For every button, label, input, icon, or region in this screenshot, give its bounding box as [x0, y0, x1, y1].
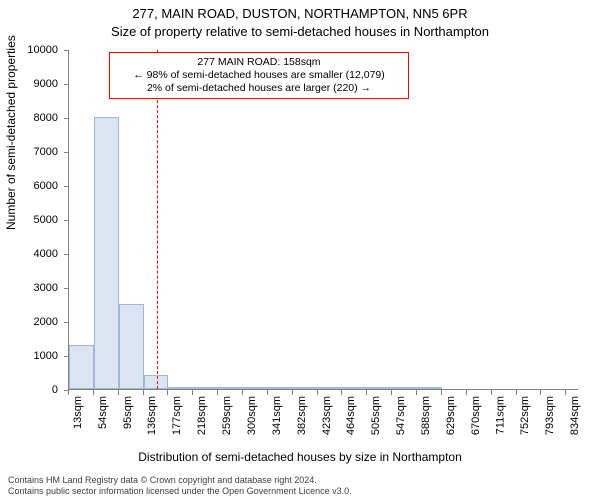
reference-callout: 277 MAIN ROAD: 158sqm← 98% of semi-detac…	[109, 52, 409, 99]
x-tick-mark	[540, 390, 541, 395]
y-tick-mark	[64, 152, 69, 153]
y-tick-mark	[64, 118, 69, 119]
x-tick-label: 300sqm	[246, 396, 258, 435]
x-tick-label: 95sqm	[122, 396, 134, 429]
histogram-bar	[168, 387, 193, 389]
y-tick-mark	[64, 254, 69, 255]
y-tick-mark	[64, 220, 69, 221]
histogram-bar	[243, 387, 268, 389]
footer-attribution: Contains HM Land Registry data © Crown c…	[8, 475, 592, 497]
histogram-bar	[367, 387, 392, 389]
x-tick-label: 259sqm	[221, 396, 233, 435]
x-tick-label: 711sqm	[495, 396, 507, 434]
x-tick-label: 382sqm	[296, 396, 308, 435]
x-tick-mark	[416, 390, 417, 395]
histogram-bar	[392, 387, 417, 389]
reference-line	[157, 50, 158, 389]
y-tick-label: 2000	[18, 317, 58, 328]
x-tick-label: 136sqm	[147, 396, 159, 435]
y-tick-mark	[64, 186, 69, 187]
y-tick-label: 1000	[18, 351, 58, 362]
y-axis-ticks: 0100020003000400050006000700080009000100…	[22, 50, 62, 390]
x-tick-mark	[516, 390, 517, 395]
x-tick-mark	[68, 390, 69, 395]
footer-line-2: Contains public sector information licen…	[8, 486, 592, 497]
x-tick-label: 54sqm	[97, 396, 109, 429]
x-tick-mark	[466, 390, 467, 395]
x-tick-label: 218sqm	[196, 396, 208, 435]
x-tick-mark	[242, 390, 243, 395]
y-tick-label: 5000	[18, 215, 58, 226]
x-tick-label: 547sqm	[395, 396, 407, 435]
x-tick-label: 464sqm	[346, 396, 358, 435]
footer-line-1: Contains HM Land Registry data © Crown c…	[8, 475, 592, 486]
chart-container: 277, MAIN ROAD, DUSTON, NORTHAMPTON, NN5…	[0, 0, 600, 500]
x-tick-label: 752sqm	[520, 396, 532, 435]
x-tick-label: 13sqm	[72, 396, 84, 429]
x-tick-label: 423sqm	[321, 396, 333, 435]
y-tick-mark	[64, 288, 69, 289]
x-tick-mark	[366, 390, 367, 395]
histogram-bar	[342, 387, 367, 389]
callout-line-2: ← 98% of semi-detached houses are smalle…	[116, 69, 402, 82]
x-tick-label: 588sqm	[420, 396, 432, 435]
y-tick-label: 10000	[18, 45, 58, 56]
histogram-bar	[69, 345, 94, 389]
histogram-bar	[293, 387, 318, 389]
x-tick-mark	[317, 390, 318, 395]
histogram-bar	[94, 117, 119, 389]
page-subtitle: Size of property relative to semi-detach…	[0, 24, 600, 39]
plot-area: 277 MAIN ROAD: 158sqm← 98% of semi-detac…	[68, 50, 578, 390]
histogram-bar	[119, 304, 144, 389]
y-tick-label: 7000	[18, 147, 58, 158]
y-tick-label: 9000	[18, 79, 58, 90]
x-tick-mark	[267, 390, 268, 395]
y-tick-mark	[64, 50, 69, 51]
x-axis-ticks: 13sqm 54sqm 95sqm 136sqm 177sqm 218sqm 259sqm 3…	[68, 390, 578, 454]
histogram-bar	[318, 387, 343, 389]
x-tick-mark	[192, 390, 193, 395]
x-tick-label: 177sqm	[171, 396, 183, 435]
y-tick-label: 8000	[18, 113, 58, 124]
callout-line-3: 2% of semi-detached houses are larger (2…	[116, 82, 402, 95]
y-tick-label: 4000	[18, 249, 58, 260]
x-tick-mark	[292, 390, 293, 395]
x-tick-mark	[565, 390, 566, 395]
x-tick-mark	[441, 390, 442, 395]
y-tick-mark	[64, 322, 69, 323]
x-tick-label: 341sqm	[271, 396, 283, 435]
x-tick-mark	[491, 390, 492, 395]
callout-line-1: 277 MAIN ROAD: 158sqm	[116, 56, 402, 69]
x-tick-label: 834sqm	[569, 396, 581, 435]
histogram-bar	[268, 387, 293, 389]
y-tick-label: 6000	[18, 181, 58, 192]
x-tick-mark	[217, 390, 218, 395]
x-tick-mark	[391, 390, 392, 395]
histogram-bar	[218, 387, 243, 389]
x-tick-mark	[143, 390, 144, 395]
x-tick-mark	[341, 390, 342, 395]
x-tick-mark	[118, 390, 119, 395]
x-tick-label: 629sqm	[445, 396, 457, 435]
y-axis-label: Number of semi-detached properties	[4, 35, 18, 230]
x-tick-label: 505sqm	[370, 396, 382, 435]
page-title: 277, MAIN ROAD, DUSTON, NORTHAMPTON, NN5…	[0, 6, 600, 21]
x-tick-label: 670sqm	[470, 396, 482, 435]
y-tick-mark	[64, 84, 69, 85]
histogram-bar	[193, 387, 218, 389]
x-tick-mark	[93, 390, 94, 395]
x-tick-mark	[167, 390, 168, 395]
x-axis-label: Distribution of semi-detached houses by …	[0, 450, 600, 464]
y-tick-label: 0	[18, 385, 58, 396]
x-tick-label: 793sqm	[544, 396, 556, 435]
y-tick-label: 3000	[18, 283, 58, 294]
histogram-bar	[417, 387, 442, 389]
